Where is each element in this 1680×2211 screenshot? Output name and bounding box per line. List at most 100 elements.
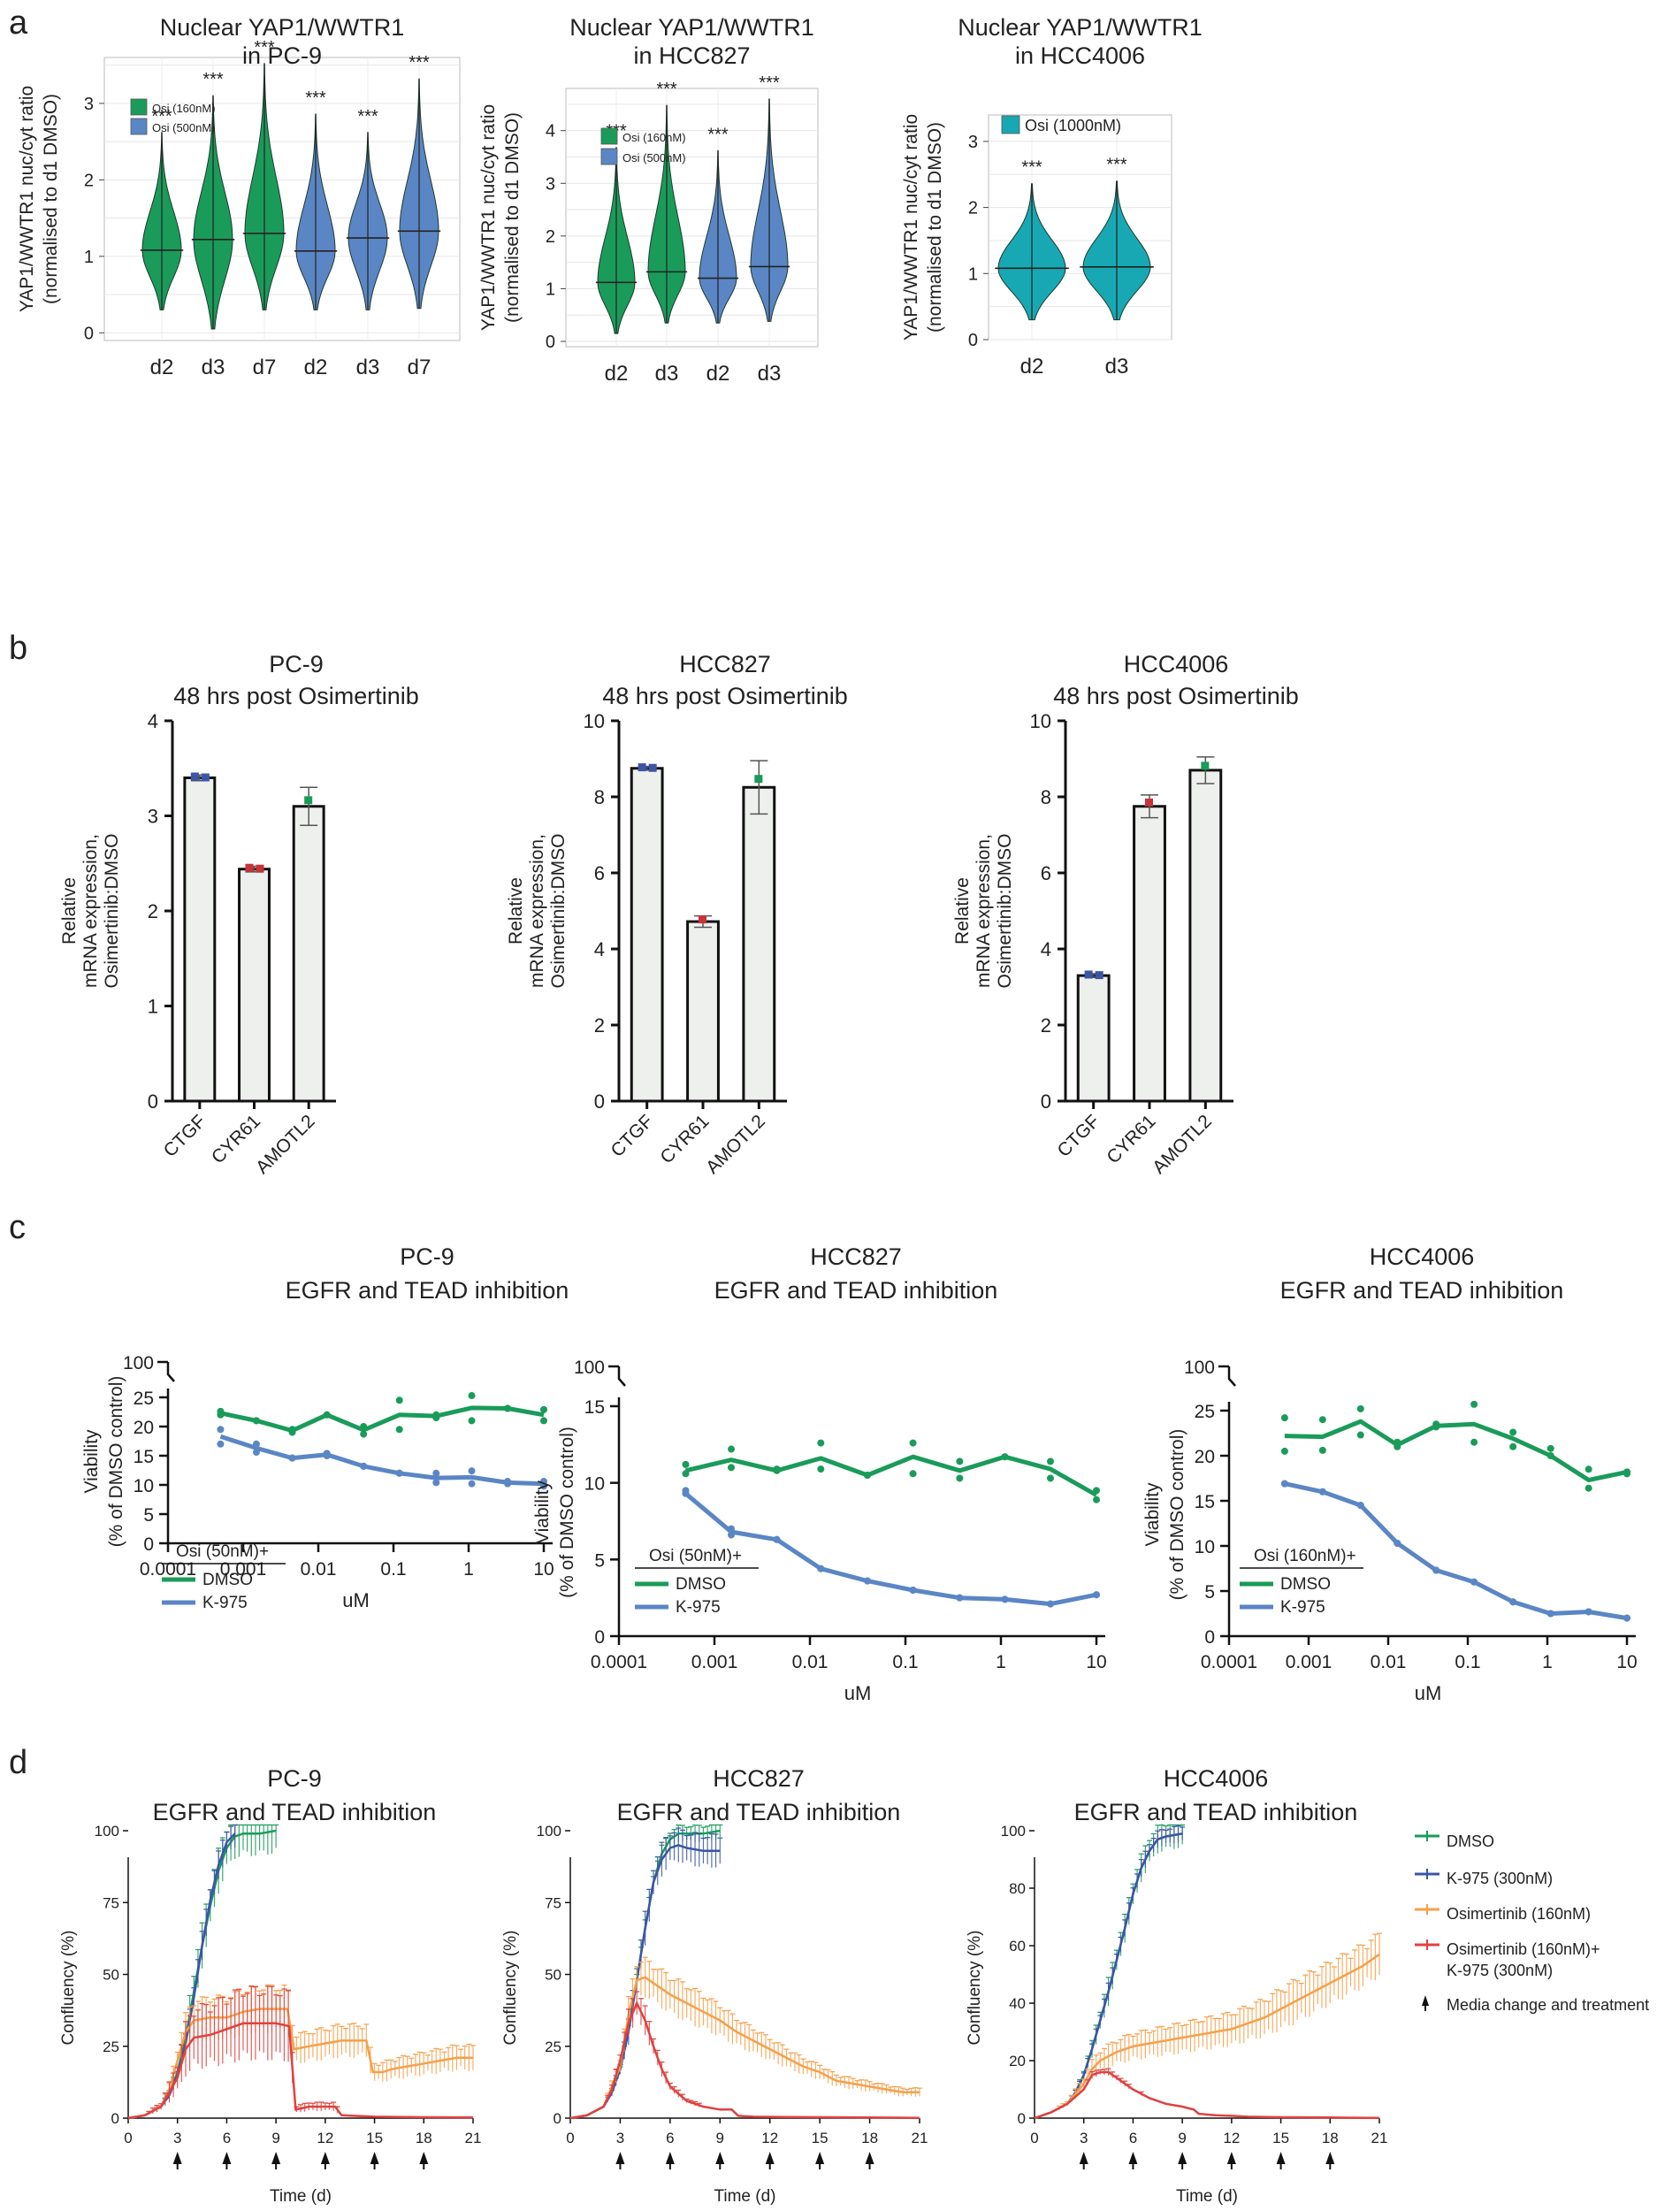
chart-title: EGFR and TEAD inhibition <box>617 1799 901 1825</box>
data-point <box>1356 1404 1364 1412</box>
legend-title: Osi (50nM)+ <box>176 1542 269 1561</box>
data-point <box>432 1469 440 1477</box>
x-tick-label: 15 <box>812 2130 829 2146</box>
data-point <box>1546 1610 1554 1618</box>
data-point <box>1432 1566 1440 1574</box>
panel-label-a: a <box>9 4 28 42</box>
media-change-arrow <box>1079 2152 1088 2164</box>
chart-title: 48 hrs post Osimertinib <box>173 683 419 709</box>
data-point <box>245 863 254 872</box>
series-line <box>127 2008 473 2120</box>
x-tick-label: 18 <box>416 2130 432 2146</box>
bar <box>238 868 271 1103</box>
legend-swatch <box>600 148 618 165</box>
y-tick-label: 100 <box>537 1823 561 1840</box>
bar <box>1076 974 1111 1103</box>
series-line <box>1034 2070 1380 2120</box>
data-point <box>909 1587 917 1594</box>
bar-chart-b1: PC-9 48 hrs post Osimertinib 0 1 2 3 4 Relative… <box>59 651 419 1178</box>
x-tick-label: CYR61 <box>1103 1111 1159 1167</box>
y-tick-label: 25 <box>1195 1402 1215 1422</box>
media-change-arrow <box>1226 2152 1236 2164</box>
data-point <box>395 1469 403 1477</box>
data-point <box>360 1423 368 1430</box>
y-tick-label: 2 <box>968 199 978 218</box>
y-tick-label: 3 <box>84 95 94 114</box>
x-tick-label: CTGF <box>607 1111 658 1161</box>
legend-title: Osi (160nM)+ <box>1254 1547 1356 1565</box>
panel-d-legend: DMSO K-975 (300nM) Osimertinib (160nM) Osim… <box>1415 1831 1649 2014</box>
data-point <box>468 1392 476 1400</box>
legend-text: DMSO <box>1447 1832 1494 1850</box>
data-point <box>1585 1484 1592 1492</box>
data-point <box>1046 1457 1054 1465</box>
x-tick-label: 1 <box>996 1652 1006 1672</box>
x-tick-label: 3 <box>1080 2130 1088 2146</box>
y-tick-label: 0 <box>1204 1627 1215 1648</box>
chart-title: EGFR and TEAD inhibition <box>286 1277 569 1304</box>
y-tick-label: 1 <box>968 264 978 284</box>
x-tick-label: 10 <box>533 1559 554 1580</box>
y-axis-label: Viability <box>81 1429 102 1493</box>
data-point <box>648 763 657 772</box>
data-point <box>682 1470 690 1478</box>
x-axis-label: Time (d) <box>714 2187 775 2206</box>
y-axis-break <box>166 1362 175 1382</box>
x-tick-label: 21 <box>1371 2130 1388 2146</box>
x-tick-label: 6 <box>666 2130 674 2146</box>
x-tick-label: d2 <box>706 362 730 386</box>
data-point <box>817 1439 825 1447</box>
significance-label: *** <box>1021 158 1042 178</box>
data-point <box>909 1470 917 1478</box>
y-tick-label: 50 <box>103 1967 119 1984</box>
y-tick-label: 8 <box>594 786 605 808</box>
bar <box>292 805 325 1103</box>
data-point <box>1394 1442 1401 1450</box>
x-tick-label: 15 <box>366 2130 383 2146</box>
x-axis-label: Time (d) <box>1176 2187 1238 2206</box>
data-point <box>252 1417 260 1425</box>
chart-title: 48 hrs post Osimertinib <box>602 683 848 709</box>
data-point <box>682 1460 690 1468</box>
y-tick-label: 8 <box>1041 786 1051 808</box>
y-tick-label: 2 <box>148 900 158 922</box>
series-line <box>1034 1953 1380 2120</box>
chart-title: in HCC4006 <box>1015 42 1145 69</box>
y-tick-label: 75 <box>103 1894 119 1911</box>
y-tick-label: 100 <box>95 1823 119 1840</box>
y-tick-label: 0 <box>148 1090 158 1113</box>
y-tick-label: 10 <box>584 710 605 732</box>
data-point <box>256 864 264 873</box>
series-line <box>684 1454 1098 1497</box>
data-point <box>728 1445 736 1453</box>
x-tick-label: 0.0001 <box>591 1652 647 1672</box>
chart-title: HCC827 <box>713 1765 805 1792</box>
media-change-arrow <box>1325 2152 1335 2164</box>
x-tick-label: d3 <box>655 362 679 386</box>
x-tick-label: 6 <box>1129 2130 1137 2146</box>
x-axis-label: uM <box>1415 1682 1442 1704</box>
y-axis-label: Viability <box>532 1480 553 1544</box>
x-tick-label: 21 <box>465 2130 482 2146</box>
y-tick-label: 20 <box>1195 1447 1215 1467</box>
x-tick-label: 9 <box>716 2130 724 2146</box>
x-tick-label: 0.001 <box>1286 1652 1333 1672</box>
chart-title: HCC4006 <box>1164 1765 1269 1792</box>
y-axis-label: Viability <box>1142 1482 1163 1546</box>
data-point <box>1356 1502 1364 1510</box>
x-tick-label: 3 <box>173 2130 181 2146</box>
y-axis-label: Relative <box>952 877 973 945</box>
y-tick-label: 2 <box>84 171 94 190</box>
series-line <box>1284 1419 1628 1482</box>
dose-chart-c3: HCC4006 EGFR and TEAD inhibition 100 0 5 10 15… <box>1142 1243 1638 1704</box>
bar-chart-b3: HCC4006 48 hrs post Osimertinib 0 2 4 6 8 10 Rel… <box>952 651 1299 1178</box>
y-axis-label: Relative <box>506 877 526 945</box>
x-axis-label: uM <box>342 1589 370 1611</box>
y-axis-label: YAP1/WWTR1 nuc/cyt ratio <box>478 104 499 331</box>
y-axis-break <box>617 1366 626 1387</box>
legend-text: Osimertinib (160nM)+ <box>1447 1940 1600 1958</box>
data-point <box>504 1480 512 1488</box>
